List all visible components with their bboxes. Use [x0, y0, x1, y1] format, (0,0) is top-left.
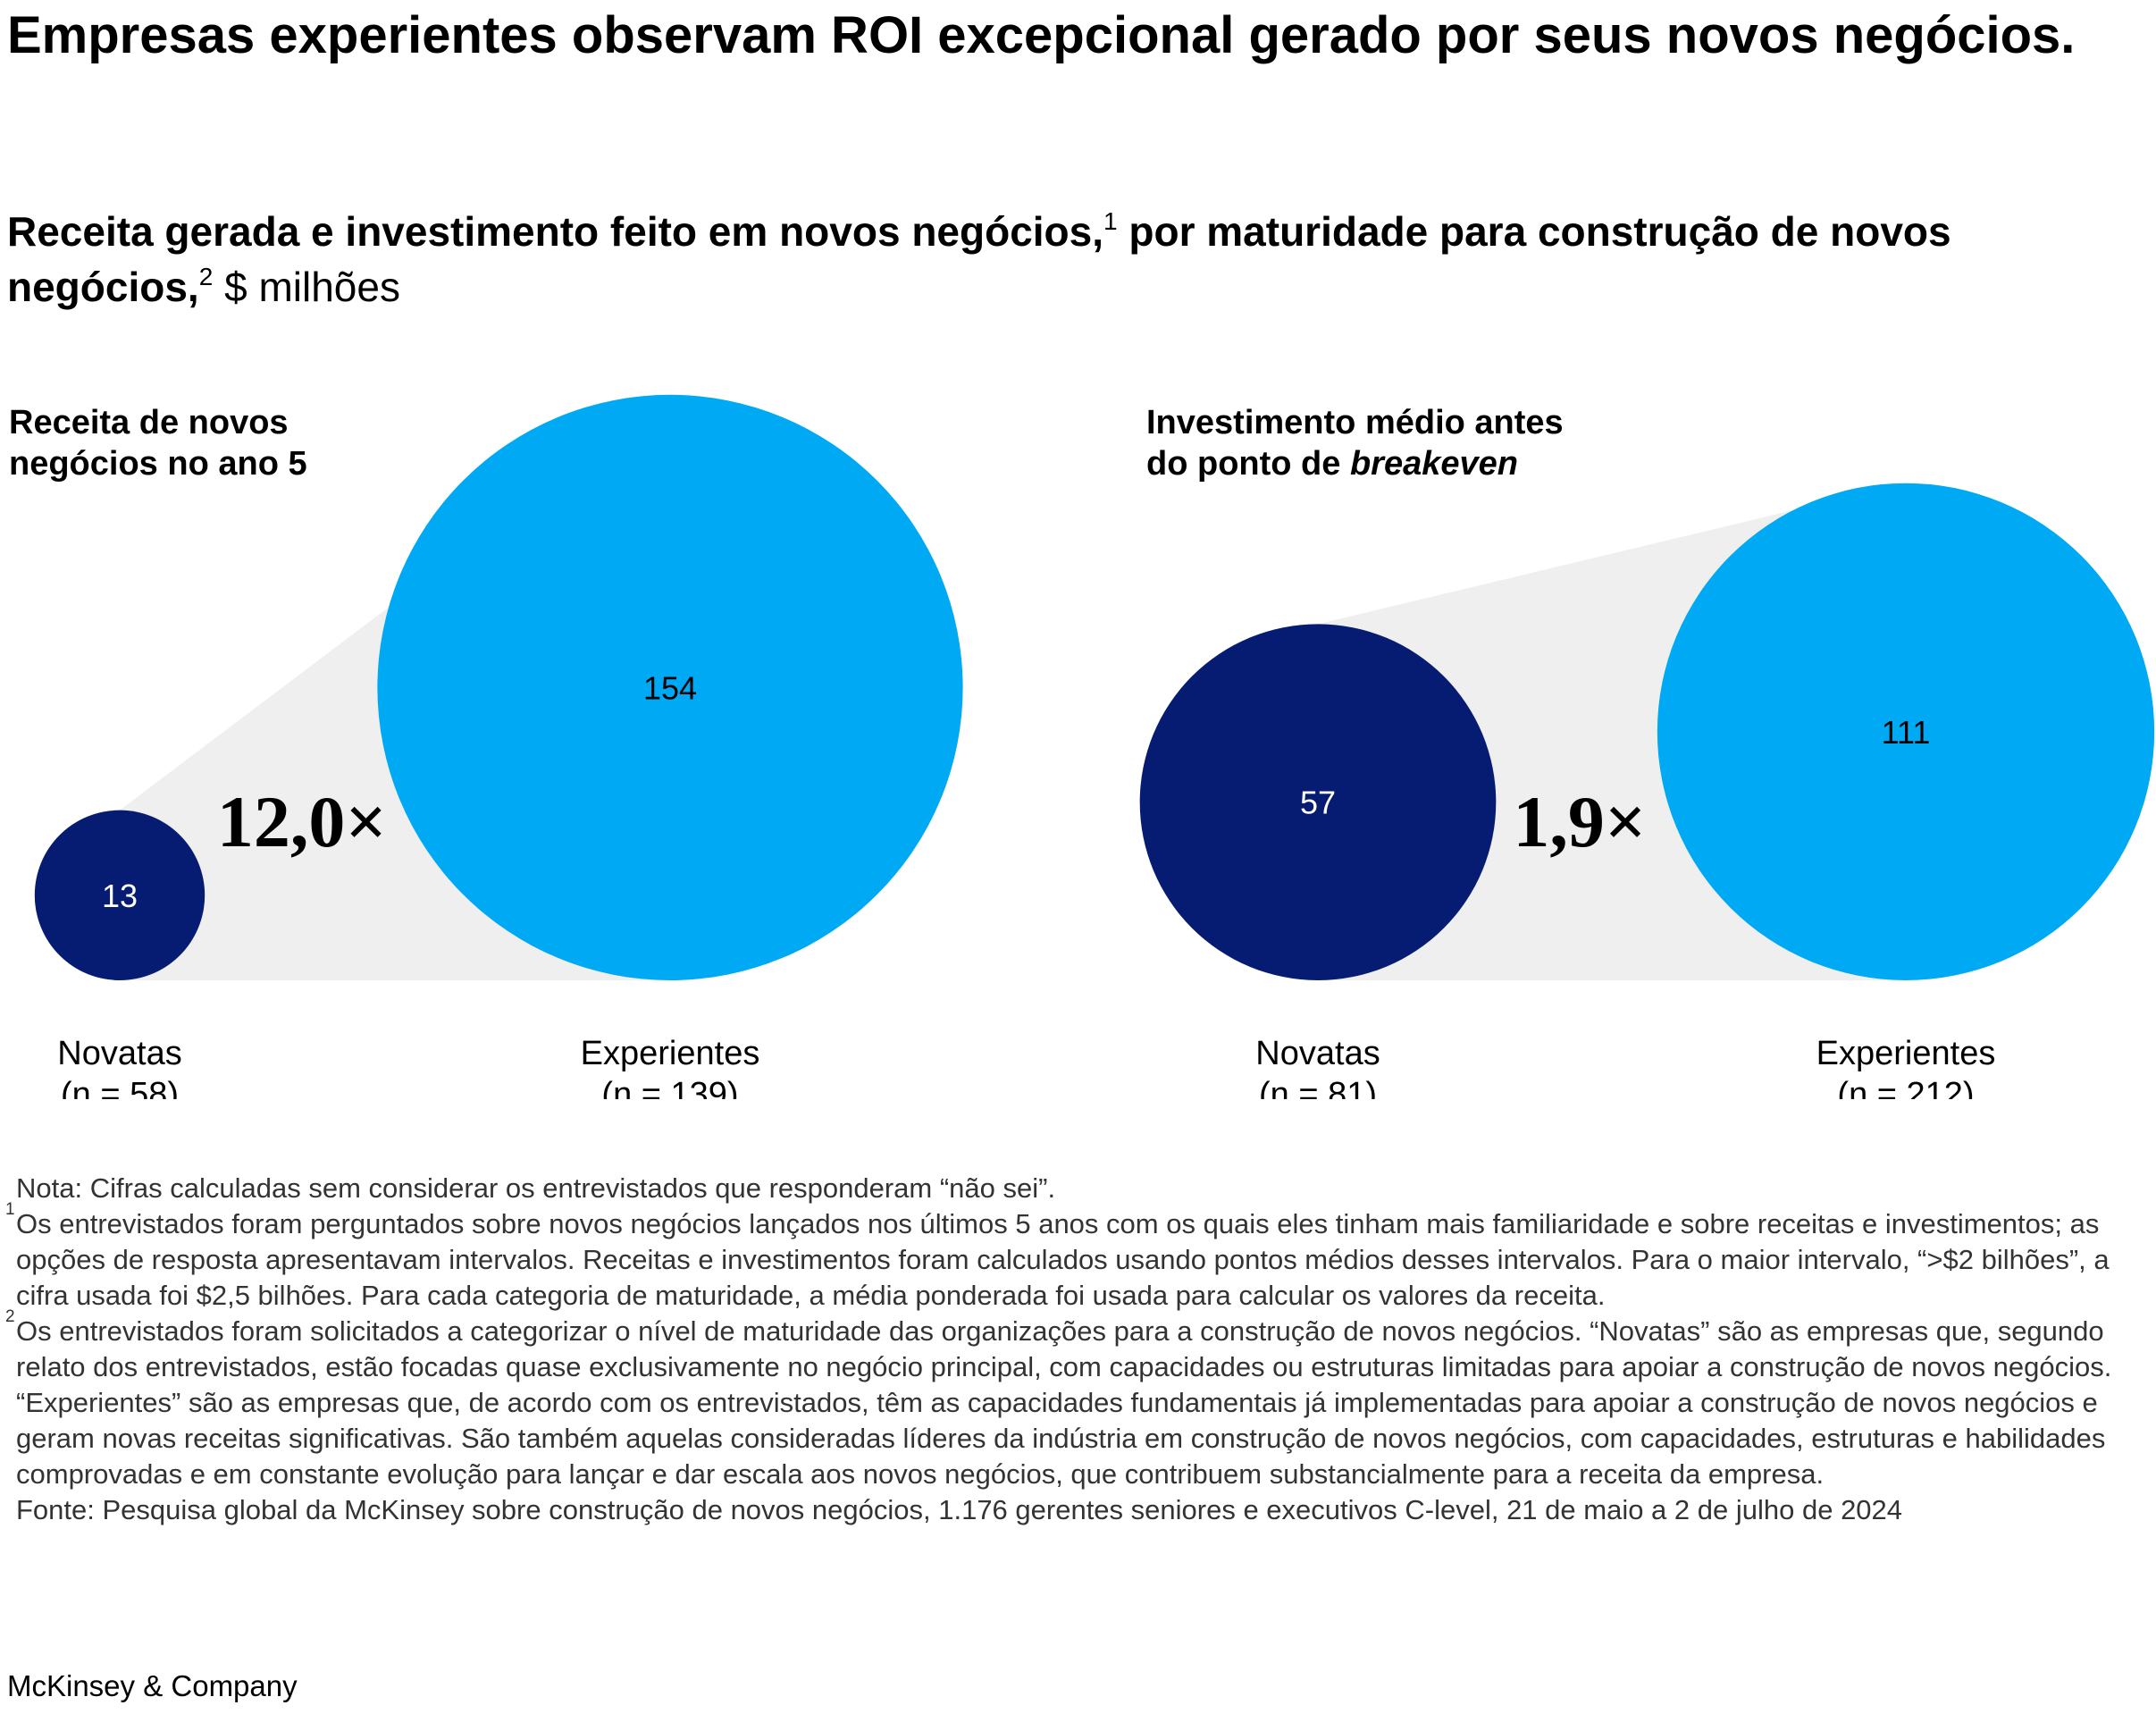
panel-2-title-line-1: Investimento médio antes [1146, 404, 1564, 441]
category-label-novatas-1: Novatas [57, 1035, 181, 1072]
footnote-2: 2 Os entrevistados foram solicitados a ca… [5, 1308, 2138, 1492]
footnote-source: Fonte: Pesquisa global da McKinsey sobre… [16, 1494, 1903, 1525]
value-label-novatas-2: 57 [1300, 785, 1336, 821]
footnote-1-mark: 1 [5, 1200, 15, 1219]
footnote-note: Nota: Cifras calculadas sem considerar o… [16, 1172, 1056, 1204]
subtitle-bold-1: Receita gerada e investimento feito em n… [7, 208, 1104, 255]
chart-title: Empresas experientes observam ROI excepc… [7, 6, 2076, 64]
bubble-novatas-1 [34, 810, 206, 980]
bubble-experientes-1 [377, 394, 963, 980]
chart-subtitle: Receita gerada e investimento feito em n… [7, 204, 2134, 315]
footnote-2-text: Os entrevistados foram solicitados a cat… [16, 1315, 2112, 1490]
category-n-novatas-2: (n = 81) [1259, 1076, 1377, 1099]
brand-logo-text: McKinsey & Company [7, 1669, 298, 1702]
category-n-experientes-2: (n = 212) [1837, 1076, 1974, 1099]
value-label-novatas-1: 13 [102, 878, 138, 914]
panel-2-title-line-2-text: do ponto de [1146, 445, 1350, 483]
subtitle-footnote-1: 1 [1103, 207, 1118, 235]
multiplier-label-2: 1,9× [1513, 781, 1646, 862]
panel-2-title-line-2: do ponto de breakeven [1146, 443, 1564, 484]
footnote-1: 1 Os entrevistados foram perguntados sobr… [5, 1201, 2138, 1314]
value-label-experientes-2: 111 [1882, 714, 1931, 751]
bubble-chart: 13 154 12,0× Novatas (n = 58) Experientes (n =… [34, 394, 2155, 1099]
panel-1-title: Receita de novos negócios no ano 5 [9, 402, 307, 484]
subtitle-unit: $ milhões [213, 264, 400, 310]
value-label-experientes-1: 154 [643, 669, 697, 706]
category-label-experientes-1: Experientes [581, 1035, 760, 1072]
footnote-1-text: Os entrevistados foram perguntados sobre… [16, 1208, 2110, 1311]
multiplier-label-1: 12,0× [217, 781, 387, 862]
category-n-novatas-1: (n = 58) [61, 1076, 179, 1099]
panel-1-title-line-2: negócios no ano 5 [9, 445, 307, 483]
subtitle-footnote-2: 2 [198, 263, 214, 290]
category-label-experientes-2: Experientes [1816, 1035, 1996, 1072]
panel-2-title-italic: breakeven [1349, 445, 1518, 483]
bubble-novatas-2 [1139, 624, 1497, 980]
panel-1-title-line-1: Receita de novos [9, 404, 289, 441]
bubble-experientes-2 [1657, 483, 2155, 980]
category-n-experientes-1: (n = 139) [601, 1076, 738, 1099]
subtitle-bold-2: por maturidade para construção de novos … [7, 208, 1951, 310]
panel-2-title: Investimento médio antes do ponto de bre… [1146, 402, 1564, 484]
category-label-novatas-2: Novatas [1255, 1035, 1380, 1072]
footnote-2-mark: 2 [5, 1307, 15, 1326]
footnotes: Nota: Cifras calculadas sem considerar o… [5, 1171, 2138, 1528]
